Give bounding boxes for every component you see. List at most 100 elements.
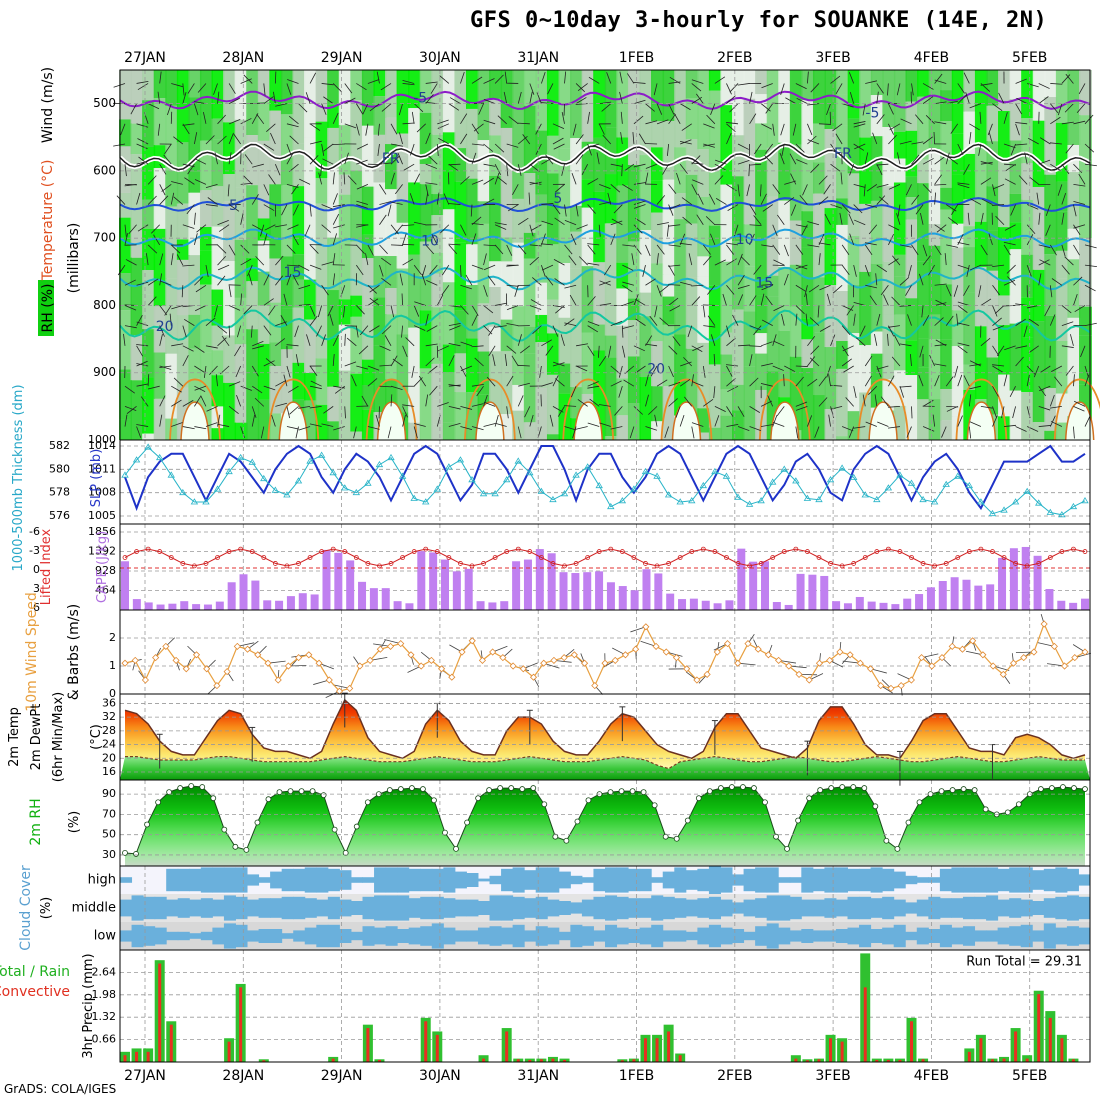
thickness-point xyxy=(283,491,291,498)
wind-barb xyxy=(1073,224,1086,229)
wind-barb xyxy=(749,204,757,215)
wind-barb xyxy=(673,113,681,125)
wind-barb xyxy=(514,285,519,297)
rh-cell xyxy=(720,354,734,390)
wind-barb xyxy=(1073,224,1081,235)
wind-barb xyxy=(541,264,546,277)
upper-air-panel: -5-5FR FR5 510 1015152020500600700800900100… xyxy=(38,67,1100,446)
wind-barb xyxy=(818,376,827,387)
rh-point xyxy=(552,833,559,840)
rh-cell xyxy=(361,207,375,235)
wind-barb xyxy=(494,74,504,84)
rh-cell xyxy=(211,375,225,407)
wind-barb xyxy=(795,244,804,255)
cloud-cell xyxy=(189,868,202,892)
wind-barb xyxy=(863,184,866,197)
rh-point xyxy=(585,797,592,804)
date-label-top: 30JAN xyxy=(419,50,461,66)
cloud-cell xyxy=(628,898,641,918)
rh-cell xyxy=(130,70,144,124)
wind-barb xyxy=(332,172,335,185)
tick-label: 464 xyxy=(95,584,116,597)
wind-speed-point xyxy=(632,645,640,653)
wind-barb xyxy=(954,365,959,378)
cloud-cell xyxy=(708,924,721,948)
cloud-cell xyxy=(374,867,387,893)
li-point xyxy=(770,555,776,560)
wind-barb xyxy=(866,184,878,192)
wind-barb xyxy=(1050,163,1061,171)
wind-barb xyxy=(622,301,634,306)
cloud-cell xyxy=(893,871,906,889)
wind-barb xyxy=(1004,345,1016,351)
wind-barb xyxy=(713,386,716,399)
cape-bar xyxy=(1045,588,1054,610)
rh-cell xyxy=(940,209,954,285)
cape-bar xyxy=(334,552,343,610)
wind-barb xyxy=(263,298,274,306)
wind-barb xyxy=(309,365,318,377)
thickness-point xyxy=(954,472,962,479)
warm-contour-inner xyxy=(180,401,210,441)
wind-barb xyxy=(1084,365,1089,378)
rh-cell xyxy=(1067,228,1081,260)
wind-barb xyxy=(182,83,185,96)
date-label-top: 4FEB xyxy=(914,50,949,66)
wind-barb xyxy=(969,123,980,131)
wind-barb xyxy=(448,243,461,246)
wind-barb xyxy=(147,175,157,185)
cape-bar xyxy=(286,596,295,610)
wind-barb xyxy=(379,264,384,277)
wind-speed-point xyxy=(468,637,476,645)
wind-barb xyxy=(495,422,507,427)
cape-bar xyxy=(215,601,224,610)
wind-barb xyxy=(568,255,577,266)
rh-cell xyxy=(512,306,526,385)
wind-barb xyxy=(621,345,626,358)
wind-barb xyxy=(703,398,714,407)
cloud-cell xyxy=(570,875,583,885)
rh-point xyxy=(1082,786,1088,792)
wind-barb xyxy=(708,193,716,205)
rh-cell xyxy=(454,70,468,149)
cloud-cell xyxy=(616,927,629,945)
cloud-cell xyxy=(235,867,248,893)
thickness-point xyxy=(815,495,823,503)
cloud-cell xyxy=(1078,874,1091,886)
rh-cell xyxy=(454,392,468,440)
wind-barb xyxy=(494,222,507,226)
rh-cell xyxy=(327,127,341,169)
wind-barb xyxy=(413,221,426,226)
wind-barb xyxy=(159,195,169,205)
wind-barb xyxy=(530,299,542,306)
wind-barb xyxy=(390,172,395,185)
contour-label: -5 xyxy=(865,106,879,122)
cloud-cell xyxy=(223,895,236,921)
wind-barb xyxy=(703,123,715,129)
rh-cell xyxy=(801,339,815,369)
wind-barb xyxy=(186,204,195,215)
rh-cell xyxy=(546,333,560,375)
precip-conv-bar xyxy=(377,1059,381,1062)
wind-barb xyxy=(601,103,612,112)
wind-barb xyxy=(171,343,184,347)
wind-barb xyxy=(950,123,959,134)
cape-bar xyxy=(725,600,734,610)
wind-barb xyxy=(292,204,299,216)
rh-cell xyxy=(743,311,757,367)
cloud-cell xyxy=(639,898,652,918)
wind-barb xyxy=(980,337,991,347)
wind-barb xyxy=(1084,322,1097,327)
wind-barb xyxy=(880,285,889,296)
cloud-cell xyxy=(1066,895,1079,921)
wind-speed-point xyxy=(570,651,578,659)
cape-bar xyxy=(1081,598,1089,610)
wind-speed-point xyxy=(131,656,139,664)
cloud-cell xyxy=(408,898,421,918)
cloud-cell xyxy=(824,898,837,918)
rh-cell xyxy=(708,90,722,153)
cloud-cell xyxy=(859,896,872,920)
wind-barb xyxy=(471,403,484,407)
wind-barb xyxy=(1003,374,1008,387)
wind-barb xyxy=(992,406,997,418)
